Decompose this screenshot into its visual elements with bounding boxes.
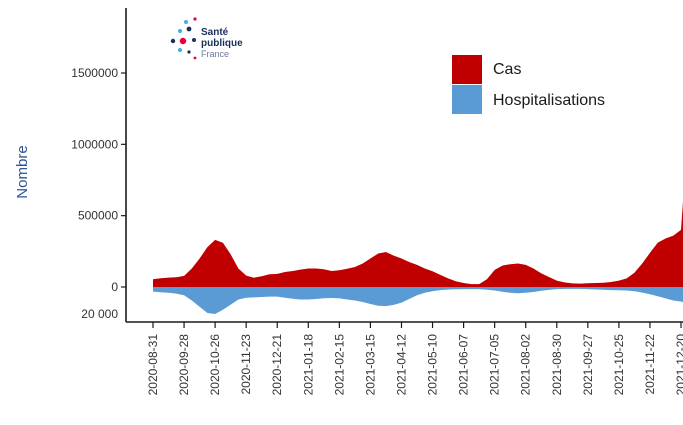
y-tick-label: 1000000 xyxy=(71,137,118,151)
x-tick-label: 2020-09-28 xyxy=(177,334,191,396)
axes xyxy=(125,8,683,323)
logo-text-line2: publique xyxy=(201,38,243,49)
y-axis-label: Nombre xyxy=(14,145,31,198)
y-ticks: 1500000 1000000 500000 0 20 000 xyxy=(71,66,126,321)
x-tick-label: 2021-01-18 xyxy=(301,334,315,396)
legend-swatch-hospitalisations xyxy=(452,85,482,114)
y-tick-label: 20 000 xyxy=(81,307,118,321)
x-tick-label: 2020-12-21 xyxy=(270,334,284,396)
logo-text-line3: France xyxy=(201,49,229,59)
y-tick-label: 1500000 xyxy=(71,66,118,80)
legend-swatch-cas xyxy=(452,55,482,84)
y-tick-label: 500000 xyxy=(78,209,118,223)
legend-label-hospitalisations: Hospitalisations xyxy=(493,92,605,109)
x-tick-label: 2021-10-25 xyxy=(612,334,626,396)
logo-text-line1: Santé xyxy=(201,27,229,38)
x-tick-label: 2021-02-15 xyxy=(332,334,346,396)
x-tick-label: 2021-08-02 xyxy=(519,334,533,396)
logo: Santé publique France xyxy=(170,17,243,60)
series-area-hospitalisations xyxy=(153,287,683,314)
x-tick-label: 2021-08-30 xyxy=(550,334,564,396)
plot-areas xyxy=(153,44,683,314)
x-tick-label: 2021-11-22 xyxy=(643,334,657,395)
x-ticks: 2020-08-31 2020-09-28 2020-10-26 2020-11-23… xyxy=(146,322,683,395)
x-tick-label: 2021-06-07 xyxy=(457,334,471,396)
x-tick-label: 2021-12-20 xyxy=(674,334,683,396)
x-tick-label: 2021-09-27 xyxy=(581,334,595,396)
x-tick-label: 2021-03-15 xyxy=(363,334,377,396)
y-tick-label: 0 xyxy=(111,280,118,294)
legend: Cas Hospitalisations xyxy=(452,55,605,114)
x-tick-label: 2020-10-26 xyxy=(208,334,222,396)
x-tick-label: 2021-04-12 xyxy=(394,334,408,396)
x-tick-label: 2020-08-31 xyxy=(146,334,160,396)
legend-label-cas: Cas xyxy=(493,61,521,78)
x-tick-label: 2021-05-10 xyxy=(426,334,440,396)
x-tick-label: 2020-11-23 xyxy=(239,334,253,395)
x-tick-label: 2021-07-05 xyxy=(488,334,502,396)
logo-mark-icon xyxy=(170,17,197,60)
series-area-cas xyxy=(153,44,683,287)
